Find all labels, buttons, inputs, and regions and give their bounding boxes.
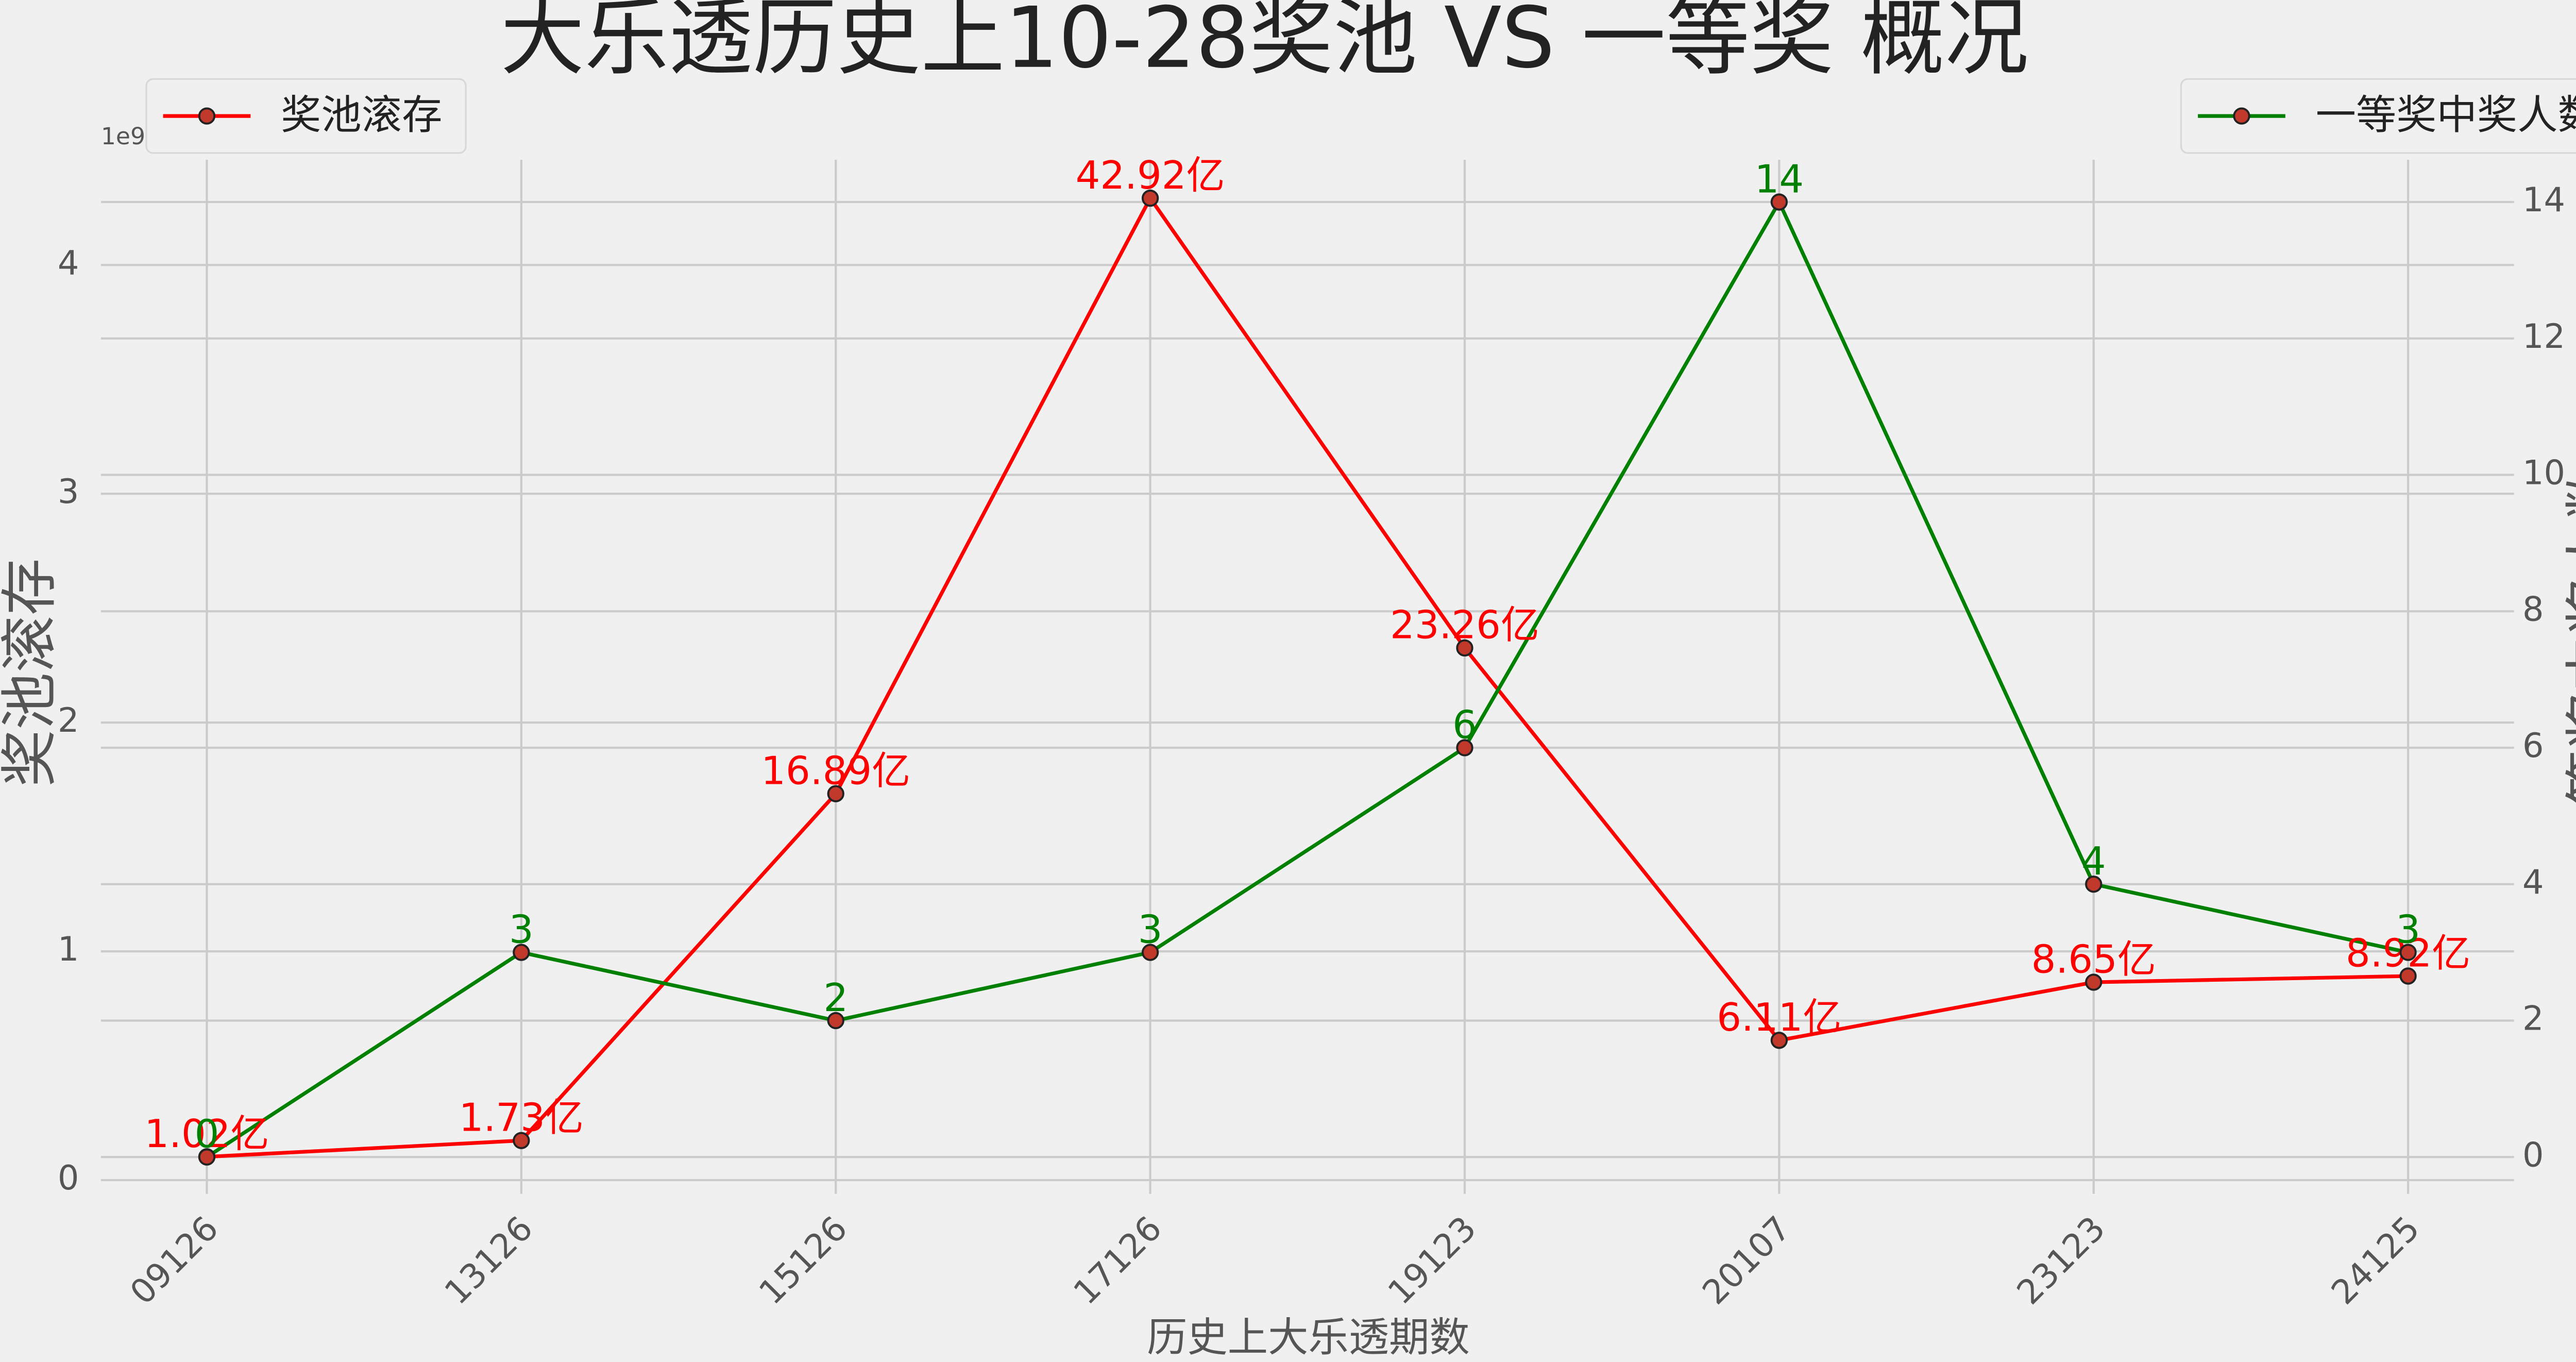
y2-tick-label: 8 [2522,590,2544,629]
legend-label: 一等奖中奖人数 [2316,92,2576,139]
point [198,1148,216,1166]
x-axis-label: 历史上大乐透期数 [1147,1314,1470,1361]
point [827,785,844,802]
y2-tick-label: 12 [2522,317,2565,356]
chart-title: 大乐透历史上10-28奖池 VS 一等奖 概况 [500,0,2028,87]
y2-tick-label: 6 [2522,726,2544,765]
point [1770,193,1788,211]
point [1141,189,1159,207]
data-label: 4 [2081,838,2106,884]
data-label: 3 [509,906,534,952]
point [513,944,530,961]
series-line [207,194,2409,1159]
y-axis-label: 奖池滚存 [0,558,63,787]
y2-tick-label: 2 [2522,999,2544,1038]
point [2085,876,2103,893]
data-label: 1.73亿 [459,1095,584,1140]
y-tick-label: 0 [58,1158,79,1198]
data-label: 6 [1452,702,1477,747]
legend-marker [198,107,216,125]
y-tick-label: 3 [58,472,79,511]
y2-tick-label: 4 [2522,863,2544,902]
data-label: 14 [1755,156,1804,201]
y2-tick-label: 0 [2522,1135,2544,1174]
y2-axis-label: 一等奖中奖人数 [2561,464,2576,864]
data-label: 0 [195,1112,219,1157]
data-label: 6.11亿 [1717,995,1841,1040]
y-tick-label: 1 [58,930,79,969]
point [1456,639,1473,657]
data-label: 23.26亿 [1390,602,1539,648]
point [2399,944,2417,961]
y-tick-label: 2 [58,701,79,740]
y-offset-text: 1e9 [101,123,145,150]
legend-box [145,78,467,154]
data-label: 3 [2396,906,2420,952]
point [1770,1032,1788,1049]
y2-tick-label: 14 [2522,180,2565,220]
data-label: 16.89亿 [761,748,910,794]
legend-label: 奖池滚存 [281,92,442,139]
point [827,1012,844,1030]
data-label: 42.92亿 [1076,153,1225,198]
point [1456,739,1473,756]
series-line [206,198,2409,1159]
point [513,1132,530,1149]
legend-box [2180,78,2576,154]
y2-tick-label: 10 [2522,453,2565,493]
data-label: 2 [823,975,848,1020]
data-label: 8.65亿 [2031,936,2156,982]
data-label: 3 [1138,906,1163,952]
point [2399,967,2417,985]
legend-marker [2233,107,2250,125]
point [1141,944,1159,961]
point [2085,973,2103,991]
y-tick-label: 4 [58,243,79,282]
